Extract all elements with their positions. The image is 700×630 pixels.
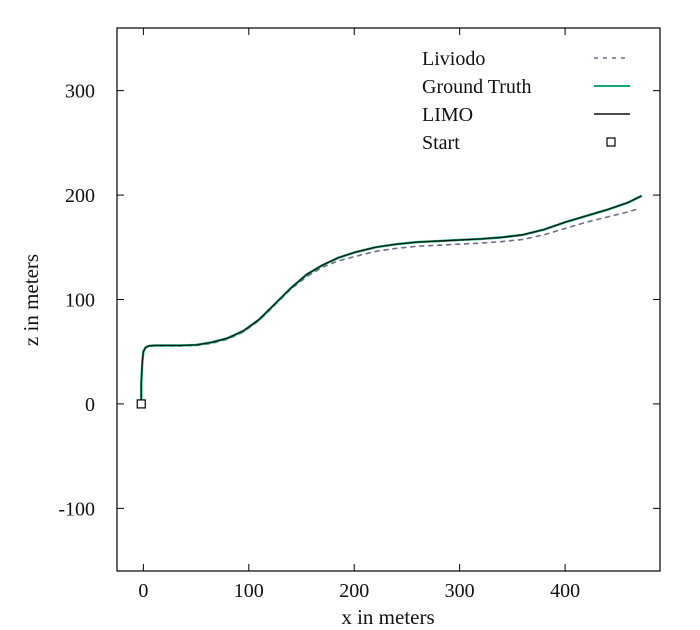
series-layer bbox=[140, 194, 643, 406]
x-tick-label-300: 300 bbox=[445, 580, 475, 602]
legend-label-start: Start bbox=[422, 132, 460, 154]
x-tick-label-0: 0 bbox=[138, 580, 148, 602]
series-line-ground-truth bbox=[140, 194, 643, 406]
plot-frame bbox=[116, 27, 661, 572]
y-tick-label--100: -100 bbox=[58, 498, 95, 520]
legend: Liviodo Ground Truth LIMO Start bbox=[422, 48, 630, 154]
x-axis-title: x in meters bbox=[341, 605, 434, 629]
start-marker bbox=[136, 399, 146, 409]
y-axis-title: z in meters bbox=[19, 254, 43, 346]
y-tick-label-200: 200 bbox=[65, 185, 95, 207]
y-tick-label-300: 300 bbox=[65, 81, 95, 103]
series-line-liviodo bbox=[140, 207, 640, 405]
legend-swatch-start bbox=[606, 137, 616, 147]
x-tick-label-200: 200 bbox=[339, 580, 369, 602]
marker-layer bbox=[136, 399, 146, 409]
y-tick-label-100: 100 bbox=[65, 290, 95, 312]
ticks-layer: 0 100 200 300 400 -100 0 100 200 300 bbox=[58, 28, 660, 602]
legend-label-ground-truth: Ground Truth bbox=[422, 76, 531, 98]
series-line-limo bbox=[140, 195, 642, 405]
y-tick-label-0: 0 bbox=[85, 394, 95, 416]
legend-label-limo: LIMO bbox=[422, 104, 473, 126]
legend-label-liviodo: Liviodo bbox=[422, 48, 485, 70]
x-tick-label-100: 100 bbox=[234, 580, 264, 602]
x-tick-label-400: 400 bbox=[550, 580, 580, 602]
